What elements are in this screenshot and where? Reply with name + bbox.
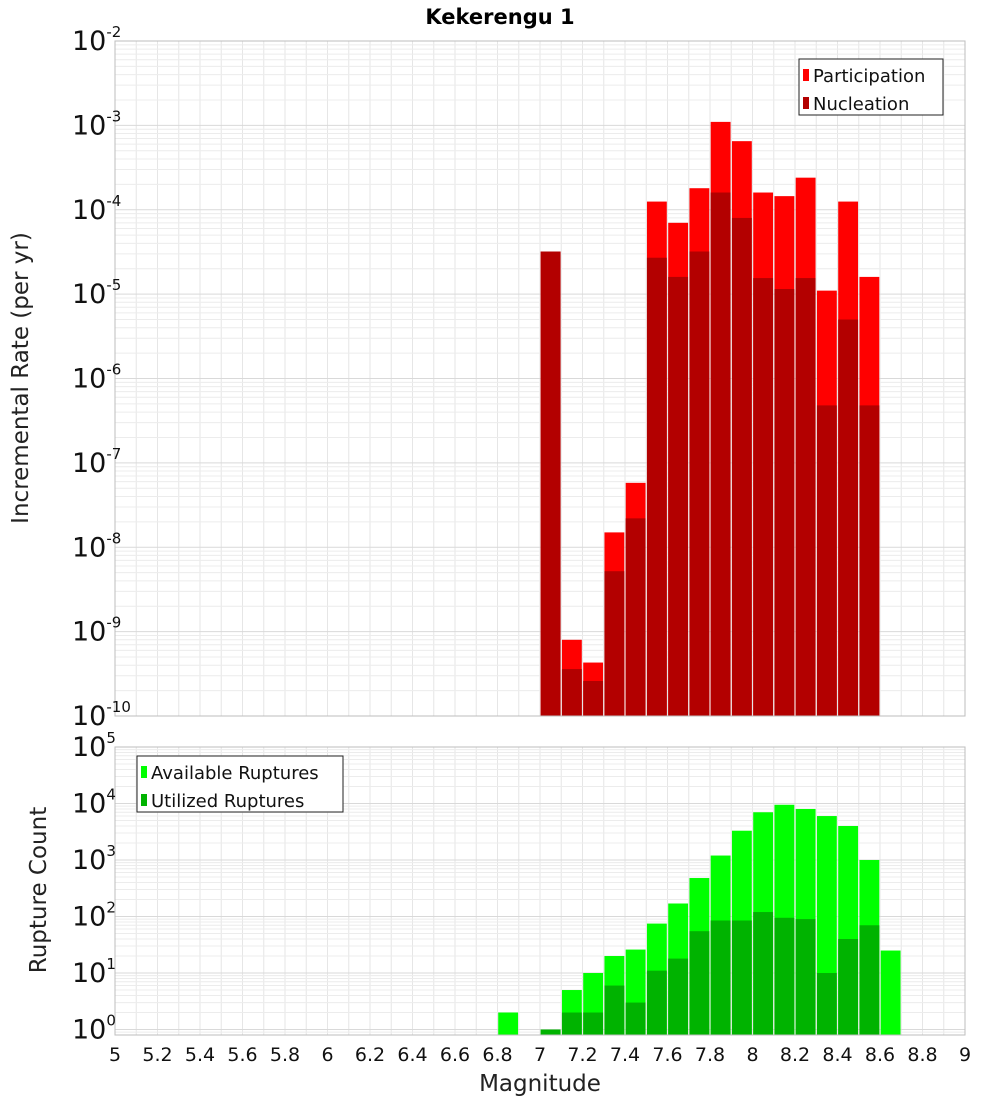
bottom-y-tick-label: 102 xyxy=(72,899,116,933)
x-tick-label: 8.8 xyxy=(907,1044,937,1066)
top-y-tick-label: 10-4 xyxy=(72,192,121,226)
bottom-bar-s2 xyxy=(731,920,752,1035)
x-tick-label: 8 xyxy=(746,1044,758,1066)
bottom-bar-s2 xyxy=(668,958,689,1035)
top-plot-frame xyxy=(114,40,966,717)
x-axis-label: Magnitude xyxy=(479,1071,601,1097)
top-bar-s2 xyxy=(604,571,625,716)
top-bar-s2 xyxy=(795,278,816,716)
top-bar-s2 xyxy=(561,669,582,716)
bottom-y-tick-label: 100 xyxy=(72,1012,116,1046)
top-legend-label: Nucleation xyxy=(813,94,909,115)
x-tick-label: 5.4 xyxy=(185,1044,215,1066)
top-bar-s2 xyxy=(583,680,604,716)
top-bar-s2 xyxy=(816,405,837,716)
x-tick-label: 8.6 xyxy=(865,1044,895,1066)
x-tick-label: 7.4 xyxy=(610,1044,640,1066)
top-legend-box xyxy=(798,58,944,116)
x-tick-label: 6.4 xyxy=(397,1044,427,1066)
top-y-tick-label: 10-3 xyxy=(72,107,121,141)
bottom-bar-s2 xyxy=(710,920,731,1035)
bottom-y-tick-label: 103 xyxy=(72,842,116,876)
top-bar-s2 xyxy=(731,217,752,716)
bottom-bar-s2 xyxy=(838,939,859,1035)
top-y-tick-label: 10-7 xyxy=(72,445,121,479)
bottom-bar-s2 xyxy=(774,917,795,1035)
top-bar-s2 xyxy=(646,257,667,716)
top-bar-s2 xyxy=(774,289,795,716)
bottom-bar-s2 xyxy=(795,919,816,1035)
bottom-bar-s2 xyxy=(689,931,710,1035)
bottom-y-tick-label: 104 xyxy=(72,786,116,820)
chart-title: Kekerengu 1 xyxy=(425,5,574,29)
top-bar-s2 xyxy=(859,405,880,716)
x-tick-label: 5.2 xyxy=(142,1044,172,1066)
bottom-legend-label: Available Ruptures xyxy=(151,763,319,784)
bottom-bar-s2 xyxy=(753,912,774,1035)
top-bar-s2 xyxy=(710,192,731,717)
bottom-y-tick-label: 105 xyxy=(72,729,116,763)
top-bar-s2 xyxy=(838,319,859,716)
bottom-bar-s2 xyxy=(859,925,880,1035)
x-tick-label: 7.6 xyxy=(652,1044,682,1066)
top-bar-s2 xyxy=(753,278,774,716)
bottom-legend-swatch xyxy=(141,766,147,778)
x-tick-label: 6.8 xyxy=(482,1044,512,1066)
x-tick-label: 8.2 xyxy=(780,1044,810,1066)
x-tick-label: 7.8 xyxy=(695,1044,725,1066)
top-bar-s2 xyxy=(668,276,689,716)
top-bar-s2 xyxy=(689,251,710,716)
bottom-legend-swatch xyxy=(141,794,147,806)
top-bar-s2 xyxy=(540,251,561,716)
bottom-bar-s1 xyxy=(498,1012,519,1035)
bottom-plot-frame xyxy=(114,746,966,1036)
bottom-bar-s2 xyxy=(625,1002,646,1035)
top-y-tick-label: 10-8 xyxy=(72,529,121,563)
x-tick-label: 5.8 xyxy=(270,1044,300,1066)
bottom-bar-s2 xyxy=(540,1029,561,1035)
top-legend: Participation Nucleation xyxy=(798,58,944,116)
bottom-bar-s2 xyxy=(583,1012,604,1035)
bottom-bar-s2 xyxy=(816,973,837,1035)
top-y-tick-label: 10-10 xyxy=(72,698,131,732)
top-y-tick-label: 10-2 xyxy=(72,23,121,57)
bottom-y-axis-label: Rupture Count xyxy=(26,807,52,973)
bottom-legend-label: Utilized Ruptures xyxy=(151,791,304,812)
bottom-y-tick-label: 101 xyxy=(72,955,116,989)
bottom-bar-s1 xyxy=(880,950,901,1035)
bottom-chart: 100 101 102 103 104 105 5 5.2 5.4 5.6 5.8 6 6.2 6.4 6.… xyxy=(72,729,971,1066)
top-legend-swatch xyxy=(803,97,809,109)
bottom-legend-box xyxy=(136,755,344,813)
top-legend-label: Participation xyxy=(813,66,925,87)
x-tick-label: 6.6 xyxy=(440,1044,470,1066)
x-tick-label: 7 xyxy=(534,1044,546,1066)
x-tick-label: 5 xyxy=(109,1044,121,1066)
top-y-axis-label: Incremental Rate (per yr) xyxy=(8,232,34,524)
x-tick-label: 6 xyxy=(321,1044,333,1066)
bottom-bar-s2 xyxy=(561,1012,582,1035)
x-tick-label: 8.4 xyxy=(822,1044,852,1066)
top-legend-swatch xyxy=(803,69,809,81)
x-tick-label: 6.2 xyxy=(355,1044,385,1066)
top-bar-s2 xyxy=(625,518,646,716)
top-chart: 10-10 10-9 10-8 10-7 10-6 10-5 10-4 10-3 10-2 Par… xyxy=(72,23,966,732)
top-y-tick-label: 10-9 xyxy=(72,614,121,648)
top-y-tick-label: 10-6 xyxy=(72,361,121,395)
x-tick-label: 9 xyxy=(959,1044,971,1066)
bottom-legend: Available Ruptures Utilized Ruptures xyxy=(136,755,344,813)
x-tick-label: 7.2 xyxy=(567,1044,597,1066)
x-tick-label: 5.6 xyxy=(227,1044,257,1066)
bottom-bar-s2 xyxy=(646,970,667,1035)
bottom-bar-s2 xyxy=(604,985,625,1035)
top-y-tick-label: 10-5 xyxy=(72,276,121,310)
